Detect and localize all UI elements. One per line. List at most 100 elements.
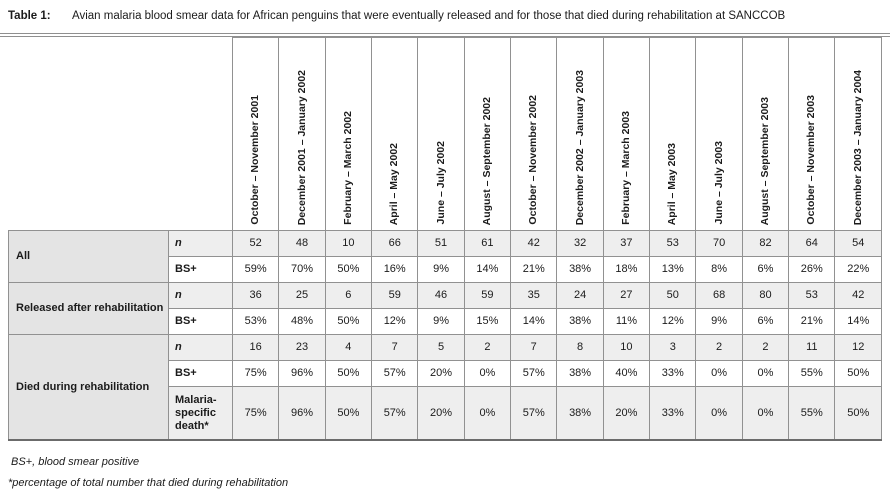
data-cell: 36 bbox=[231, 281, 280, 309]
row-sub-label-bs: BS+ bbox=[168, 307, 233, 335]
data-cell: 57% bbox=[510, 385, 558, 441]
data-cell: 2 bbox=[741, 333, 790, 361]
data-cell: 11% bbox=[602, 307, 651, 335]
data-cell: 50% bbox=[324, 255, 373, 283]
data-cell: 55% bbox=[788, 359, 836, 387]
data-cell: 7 bbox=[371, 333, 419, 361]
column-header: October – November 2001 bbox=[231, 36, 280, 231]
data-cell: 16 bbox=[231, 333, 280, 361]
data-cell: 42 bbox=[510, 229, 558, 257]
data-cell: 11 bbox=[788, 333, 836, 361]
data-table: October – November 2001 December 2001 – J… bbox=[8, 36, 882, 442]
column-header-text: October – November 2003 bbox=[805, 95, 818, 225]
data-cell: 50% bbox=[834, 359, 882, 387]
data-cell: 50% bbox=[834, 385, 882, 441]
row-sub-label-n: n bbox=[168, 281, 233, 309]
data-cell: 26% bbox=[788, 255, 836, 283]
data-cell: 25 bbox=[278, 281, 326, 309]
column-header: April – May 2003 bbox=[649, 36, 697, 231]
data-cell: 38% bbox=[556, 255, 604, 283]
data-cell: 5 bbox=[417, 333, 465, 361]
data-cell: 50% bbox=[324, 359, 373, 387]
data-cell: 12% bbox=[371, 307, 419, 335]
data-cell: 23 bbox=[278, 333, 326, 361]
data-cell: 59 bbox=[463, 281, 512, 309]
data-cell: 57% bbox=[371, 359, 419, 387]
data-cell: 6 bbox=[324, 281, 373, 309]
data-cell: 32 bbox=[556, 229, 604, 257]
data-cell: 57% bbox=[371, 385, 419, 441]
data-cell: 96% bbox=[278, 359, 326, 387]
row-sub-label-n: n bbox=[168, 229, 233, 257]
double-rule-divider bbox=[0, 32, 890, 37]
table-caption: Table 1: Avian malaria blood smear data … bbox=[0, 0, 890, 24]
data-cell: 75% bbox=[231, 359, 280, 387]
data-cell: 52 bbox=[231, 229, 280, 257]
data-cell: 20% bbox=[602, 385, 651, 441]
column-header-text: October – November 2001 bbox=[249, 95, 262, 225]
data-cell: 40% bbox=[602, 359, 651, 387]
column-header: December 2003 – January 2004 bbox=[834, 36, 882, 231]
data-cell: 6% bbox=[741, 307, 790, 335]
data-cell: 0% bbox=[463, 385, 512, 441]
data-cell: 8% bbox=[695, 255, 743, 283]
data-cell: 2 bbox=[695, 333, 743, 361]
column-header-text: June – July 2002 bbox=[434, 141, 447, 225]
data-cell: 21% bbox=[510, 255, 558, 283]
data-cell: 13% bbox=[649, 255, 697, 283]
column-header-text: December 2003 – January 2004 bbox=[851, 69, 864, 225]
row-group-label-died: Died during rehabilitation bbox=[8, 333, 169, 441]
column-header-text: April – May 2003 bbox=[666, 142, 679, 225]
data-cell: 12% bbox=[649, 307, 697, 335]
column-header: February – March 2003 bbox=[602, 36, 651, 231]
column-header: October – November 2003 bbox=[788, 36, 836, 231]
column-header: December 2002 – January 2003 bbox=[556, 36, 604, 231]
data-cell: 59 bbox=[371, 281, 419, 309]
table-row: Died during rehabilitation n 16 23 4 7 5 2 7 8 1… bbox=[8, 333, 882, 441]
column-header-text: December 2002 – January 2003 bbox=[573, 69, 586, 225]
data-cell: 4 bbox=[324, 333, 373, 361]
row-sub-label-bs: BS+ bbox=[168, 255, 233, 283]
data-cell: 16% bbox=[371, 255, 419, 283]
footnote-asterisk-definition: *percentage of total number that died du… bbox=[8, 477, 289, 490]
column-header: February – March 2002 bbox=[324, 36, 373, 231]
data-cell: 9% bbox=[417, 255, 465, 283]
column-header: August – September 2002 bbox=[463, 36, 512, 231]
table-row: All n 52 48 10 66 51 61 42 32 37 53 70 82 64 54 bbox=[8, 229, 882, 283]
data-cell: 82 bbox=[741, 229, 790, 257]
row-sub-label-malaria-death: Malaria-specific death* bbox=[168, 385, 233, 441]
data-cell: 12 bbox=[834, 333, 882, 361]
data-cell: 37 bbox=[602, 229, 651, 257]
data-cell: 21% bbox=[788, 307, 836, 335]
data-cell: 35 bbox=[510, 281, 558, 309]
column-header: December 2001 – January 2002 bbox=[278, 36, 326, 231]
column-header: April – May 2002 bbox=[371, 36, 419, 231]
data-cell: 14% bbox=[463, 255, 512, 283]
column-header-text: June – July 2003 bbox=[712, 141, 725, 225]
row-group-label-released: Released after rehabilitation bbox=[8, 281, 169, 335]
data-cell: 55% bbox=[788, 385, 836, 441]
data-cell: 33% bbox=[649, 359, 697, 387]
data-cell: 51 bbox=[417, 229, 465, 257]
data-cell: 0% bbox=[741, 385, 790, 441]
data-cell: 9% bbox=[417, 307, 465, 335]
data-cell: 0% bbox=[741, 359, 790, 387]
column-header: June – July 2003 bbox=[695, 36, 743, 231]
data-cell: 48% bbox=[278, 307, 326, 335]
data-cell: 20% bbox=[417, 359, 465, 387]
column-header-text: February – March 2003 bbox=[619, 111, 632, 225]
data-cell: 20% bbox=[417, 385, 465, 441]
data-cell: 27 bbox=[602, 281, 651, 309]
table-row: Released after rehabilitation n 36 25 6 59 4… bbox=[8, 281, 882, 335]
data-cell: 38% bbox=[556, 385, 604, 441]
corner-cell bbox=[8, 37, 233, 231]
data-cell: 9% bbox=[695, 307, 743, 335]
data-cell: 38% bbox=[556, 359, 604, 387]
column-header-text: October – November 2002 bbox=[527, 95, 540, 225]
footnotes: BS+, blood smear positive *percentage of… bbox=[8, 452, 890, 494]
data-cell: 96% bbox=[278, 385, 326, 441]
data-cell: 14% bbox=[834, 307, 882, 335]
table-caption-text: Avian malaria blood smear data for Afric… bbox=[72, 10, 786, 22]
data-cell: 66 bbox=[371, 229, 419, 257]
table-row: BS+ 59% 70% 50% 16% 9% 14% 21% 38% 18% 13% 8% 6% 26%… bbox=[9, 255, 882, 283]
